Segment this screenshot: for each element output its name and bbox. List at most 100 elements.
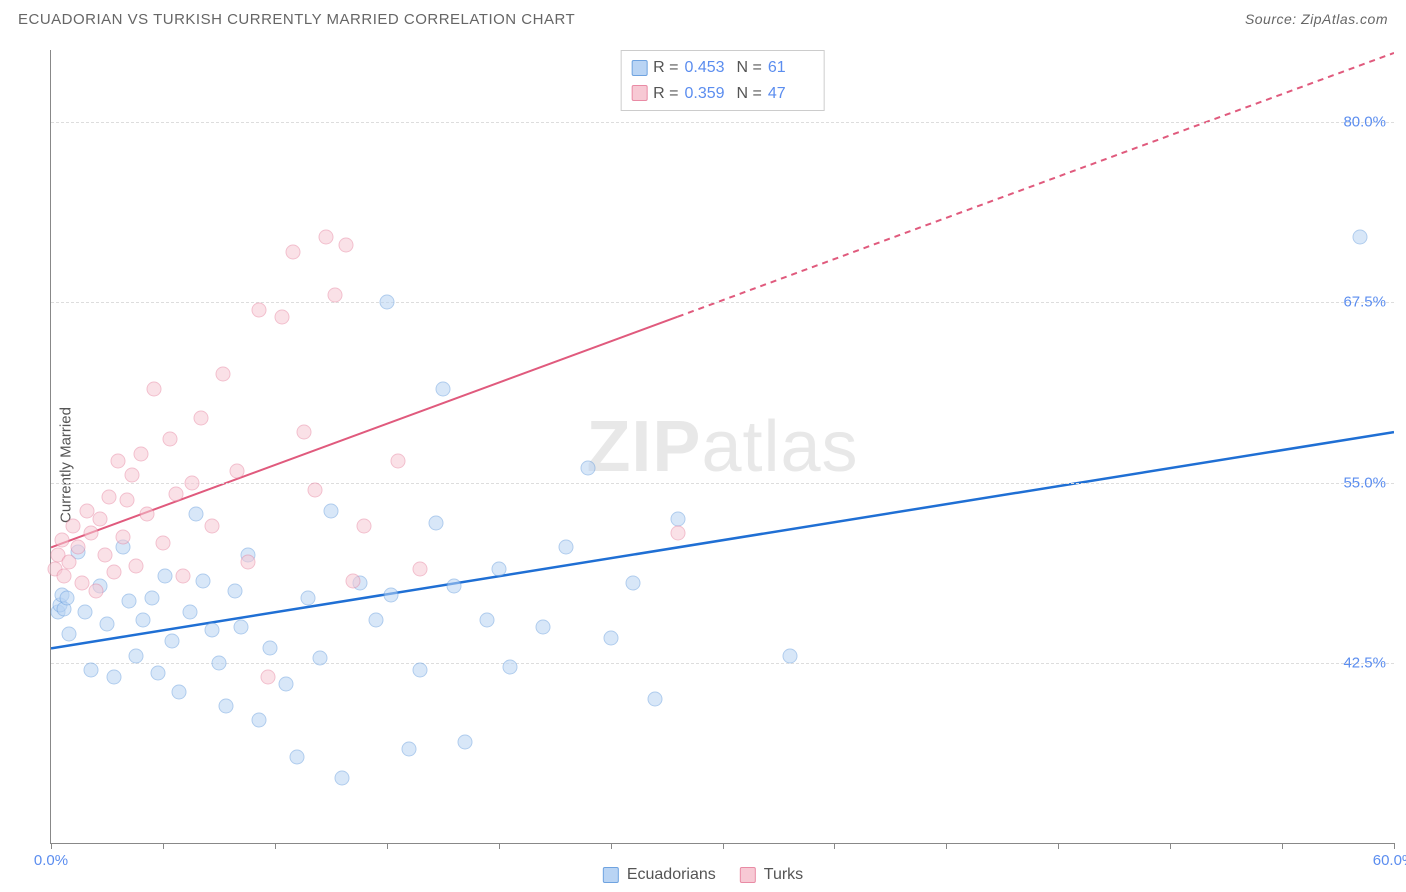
- data-point: [290, 749, 305, 764]
- data-point: [144, 590, 159, 605]
- data-point: [274, 309, 289, 324]
- data-point: [61, 554, 76, 569]
- data-point: [216, 367, 231, 382]
- y-tick-label: 80.0%: [1343, 114, 1386, 131]
- x-tick-label: 60.0%: [1373, 852, 1406, 869]
- data-point: [84, 662, 99, 677]
- y-tick-label: 42.5%: [1343, 654, 1386, 671]
- series-legend: Ecuadorians Turks: [603, 866, 803, 884]
- data-point: [120, 492, 135, 507]
- data-point: [106, 564, 121, 579]
- data-point: [402, 742, 417, 757]
- stats-row-turks: R = 0.359 N = 47: [631, 81, 814, 107]
- data-point: [129, 648, 144, 663]
- data-point: [106, 670, 121, 685]
- data-point: [205, 622, 220, 637]
- stats-row-ecuadorians: R = 0.453 N = 61: [631, 55, 814, 81]
- data-point: [670, 526, 685, 541]
- data-point: [339, 237, 354, 252]
- x-tick: [51, 843, 52, 849]
- data-point: [240, 554, 255, 569]
- data-point: [155, 536, 170, 551]
- data-point: [446, 579, 461, 594]
- data-point: [111, 453, 126, 468]
- data-point: [413, 562, 428, 577]
- data-point: [285, 244, 300, 259]
- data-point: [480, 612, 495, 627]
- x-tick: [834, 843, 835, 849]
- data-point: [603, 631, 618, 646]
- data-point: [205, 518, 220, 533]
- swatch-turks: [631, 85, 647, 101]
- data-point: [435, 381, 450, 396]
- legend-swatch-turks: [740, 867, 756, 883]
- gridline: [51, 302, 1394, 303]
- r-value-ecuadorians: 0.453: [685, 55, 731, 81]
- data-point: [234, 619, 249, 634]
- data-point: [328, 288, 343, 303]
- data-point: [670, 511, 685, 526]
- data-point: [323, 504, 338, 519]
- data-point: [428, 515, 443, 530]
- data-point: [368, 612, 383, 627]
- x-tick: [1282, 843, 1283, 849]
- y-tick-label: 55.0%: [1343, 474, 1386, 491]
- n-value-ecuadorians: 61: [768, 55, 814, 81]
- x-tick: [387, 843, 388, 849]
- data-point: [334, 771, 349, 786]
- data-point: [158, 569, 173, 584]
- data-point: [229, 464, 244, 479]
- data-point: [133, 446, 148, 461]
- data-point: [59, 590, 74, 605]
- data-point: [1353, 230, 1368, 245]
- data-point: [279, 677, 294, 692]
- data-point: [77, 605, 92, 620]
- stats-legend: R = 0.453 N = 61 R = 0.359 N = 47: [620, 50, 825, 111]
- data-point: [164, 634, 179, 649]
- x-tick: [1058, 843, 1059, 849]
- data-point: [185, 475, 200, 490]
- data-point: [502, 660, 517, 675]
- data-point: [357, 518, 372, 533]
- data-point: [625, 576, 640, 591]
- x-tick: [1170, 843, 1171, 849]
- data-point: [227, 583, 242, 598]
- data-point: [93, 511, 108, 526]
- data-point: [66, 518, 81, 533]
- swatch-ecuadorians: [631, 60, 647, 76]
- legend-swatch-ecuadorians: [603, 867, 619, 883]
- data-point: [211, 655, 226, 670]
- data-point: [124, 468, 139, 483]
- chart-container: Currently Married ZIPatlas R = 0.453 N =…: [0, 38, 1406, 892]
- legend-label-ecuadorians: Ecuadorians: [627, 866, 716, 884]
- data-point: [558, 540, 573, 555]
- data-point: [252, 713, 267, 728]
- data-point: [648, 691, 663, 706]
- data-point: [782, 648, 797, 663]
- legend-item-ecuadorians: Ecuadorians: [603, 866, 716, 884]
- data-point: [55, 533, 70, 548]
- data-point: [129, 559, 144, 574]
- data-point: [135, 612, 150, 627]
- gridline: [51, 122, 1394, 123]
- data-point: [536, 619, 551, 634]
- data-point: [176, 569, 191, 584]
- data-point: [122, 593, 137, 608]
- legend-label-turks: Turks: [764, 866, 803, 884]
- data-point: [84, 526, 99, 541]
- data-point: [115, 530, 130, 545]
- n-value-turks: 47: [768, 81, 814, 107]
- data-point: [171, 684, 186, 699]
- x-tick: [611, 843, 612, 849]
- x-tick: [723, 843, 724, 849]
- data-point: [162, 432, 177, 447]
- y-tick-label: 67.5%: [1343, 294, 1386, 311]
- data-point: [458, 735, 473, 750]
- data-point: [99, 616, 114, 631]
- data-point: [491, 562, 506, 577]
- r-value-turks: 0.359: [685, 81, 731, 107]
- data-point: [57, 569, 72, 584]
- gridline: [51, 483, 1394, 484]
- data-point: [252, 302, 267, 317]
- data-point: [196, 573, 211, 588]
